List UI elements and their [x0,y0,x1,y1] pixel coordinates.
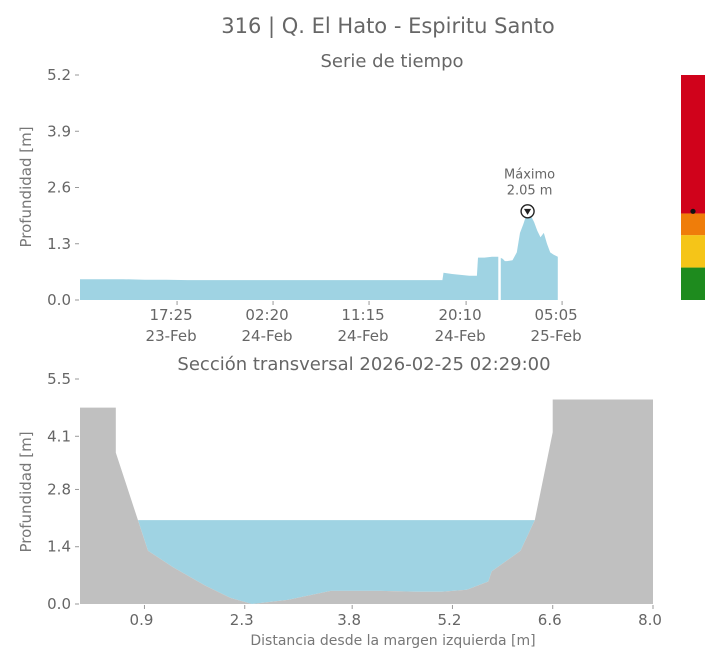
x-tick-time: 11:15 [341,306,384,324]
y-tick-label: 1.4 [47,538,71,556]
y-tick-label: 3.9 [47,122,71,140]
y-tick-label: 0.0 [47,595,71,613]
x-tick-label: 5.2 [438,611,462,629]
maximum-value: 2.05 m [507,183,553,198]
x-tick-time: 05:05 [534,306,577,324]
x-tick-date: 24-Feb [435,327,486,345]
y-tick-label: 1.3 [47,235,71,253]
x-tick-label: 3.8 [337,611,361,629]
cross-section-y-ticks: 0.0 1.4 2.8 4.1 5.5 [47,370,79,613]
terrain-area [80,399,653,604]
x-tick-date: 25-Feb [531,327,582,345]
x-tick-time: 02:20 [245,306,288,324]
time-series-ylabel: Profundidad [m] [17,126,35,247]
y-tick-label: 5.5 [47,370,71,388]
x-tick-label: 2.3 [230,611,254,629]
x-tick-date: 23-Feb [146,327,197,345]
y-tick-label: 0.0 [47,291,71,309]
time-series-plot-area [80,75,558,301]
alert-level-marker [690,208,696,214]
time-series-title: Serie de tiempo [320,51,463,72]
alert-level-segment [681,213,705,236]
x-tick-label: 6.6 [538,611,562,629]
depth-series-area [80,211,558,300]
time-series-x-ticks: 17:25 23-Feb 02:20 24-Feb 11:15 24-Feb 20:10 24… [146,301,582,345]
alert-level-segment [681,267,705,300]
cross-section-chart: Sección transversal 2026-02-25 02:29:00 … [17,354,662,649]
maximum-marker-arrow [523,208,532,215]
y-tick-label: 2.6 [47,179,71,197]
figure-title: 316 | Q. El Hato - Espiritu Santo [221,14,555,39]
x-tick-label: 8.0 [638,611,662,629]
cross-section-ylabel: Profundidad [m] [17,431,35,552]
x-tick-time: 17:25 [149,306,192,324]
alert-level-segment [681,235,705,268]
y-tick-label: 2.8 [47,480,71,498]
maximum-annotation: Máximo 2.05 m [504,167,555,219]
water-area [138,520,535,604]
x-tick-label: 0.9 [130,611,154,629]
cross-section-plot-area [80,399,653,604]
time-series-chart: Serie de tiempo Profundidad [m] 0.0 1.3 2.… [17,51,705,345]
x-tick-date: 24-Feb [242,327,293,345]
cross-section-xlabel: Distancia desde la margen izquierda [m] [250,633,535,649]
y-tick-label: 4.1 [47,427,71,445]
time-series-y-ticks: 0.0 1.3 2.6 3.9 5.2 [47,66,79,309]
x-tick-time: 20:10 [438,306,481,324]
alert-level-segment [681,75,705,214]
maximum-label: Máximo [504,167,555,182]
y-tick-label: 5.2 [47,66,71,84]
alert-level-bar [681,75,705,300]
cross-section-title: Sección transversal 2026-02-25 02:29:00 [177,354,550,375]
cross-section-x-ticks: 0.9 2.3 3.8 5.2 6.6 8.0 [130,605,662,629]
x-tick-date: 24-Feb [338,327,389,345]
